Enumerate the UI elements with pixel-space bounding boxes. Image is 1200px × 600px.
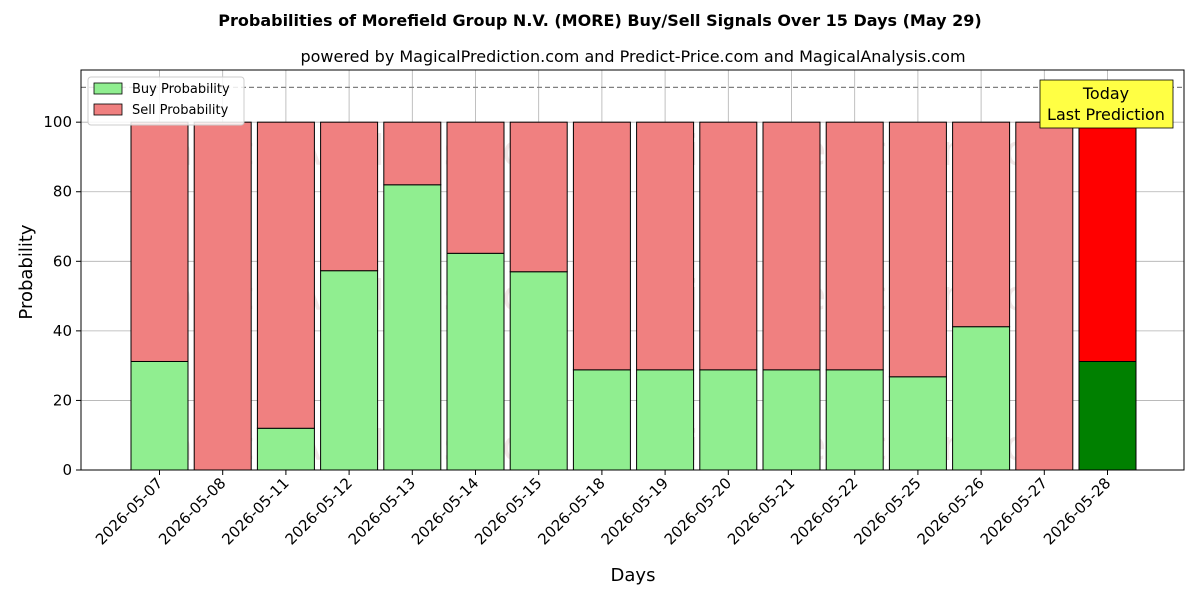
bar-buy [572,369,631,471]
x-tick-label: 2026-05-21 [724,474,798,548]
bar-sell [572,121,631,371]
x-tick-label: 2026-05-20 [661,474,735,548]
y-tick-label: 20 [53,391,72,409]
x-tick-label: 2026-05-14 [408,474,482,548]
bar-buy [762,369,821,471]
x-tick-label: 2026-05-26 [914,474,988,548]
y-tick-label: 100 [43,113,72,131]
y-tick-label: 80 [53,183,72,201]
bar-sell [509,121,568,273]
bar-buy [383,184,442,471]
x-tick-label: 2026-05-07 [92,474,166,548]
y-axis: 0 20 40 60 80 100 [43,113,81,479]
legend-swatch-buy [93,82,123,95]
bar-buy [636,369,695,471]
plot-frame [80,69,1185,471]
bar-sell [762,121,821,371]
bar-sell [825,121,884,371]
x-tick-label: 2026-05-11 [218,474,292,548]
bar-buy [1078,360,1137,471]
annotation-line-1: Today [1082,84,1129,103]
x-tick-label: 2026-05-27 [977,474,1051,548]
today-annotation: Today Last Prediction [1039,79,1174,129]
y-tick-label: 0 [62,461,72,479]
bar-sell [888,121,947,378]
annotation-line-2: Last Prediction [1047,105,1165,124]
bar-sell [130,121,189,362]
bar-sell [193,121,252,471]
bar-sell [256,121,315,429]
legend-label-buy: Buy Probability [132,82,230,97]
bar-buy [130,360,189,471]
x-tick-label: 2026-05-25 [850,474,924,548]
x-tick-label: 2026-05-22 [787,474,861,548]
legend-box [87,76,245,126]
x-tick-label: 2026-05-19 [598,474,672,548]
bar-buy [888,376,947,471]
bar-sell [1015,121,1074,471]
bar-sell [952,121,1011,328]
x-tick-label: 2026-05-08 [155,474,229,548]
bars [130,121,1137,471]
y-tick-label: 60 [53,252,72,270]
legend: Buy Probability Sell Probability [87,76,245,126]
bar-buy [825,369,884,471]
bar-buy [446,252,505,471]
x-axis: 2026-05-072026-05-082026-05-112026-05-12… [92,470,1114,548]
chart-subtitle: powered by MagicalPrediction.com and Pre… [300,47,965,66]
bar-buy [256,427,315,471]
annotation-box [1039,79,1174,129]
bar-sell [1078,121,1137,362]
x-tick-label: 2026-05-12 [282,474,356,548]
chart-title: Probabilities of Morefield Group N.V. (M… [218,11,981,30]
y-axis-label: Probability [16,224,37,319]
x-tick-label: 2026-05-28 [1040,474,1114,548]
bar-buy [952,326,1011,471]
y-tick-label: 40 [53,322,72,340]
bar-buy [509,271,568,471]
x-tick-label: 2026-05-13 [345,474,419,548]
legend-swatch-sell [93,103,123,116]
legend-label-sell: Sell Probability [132,103,229,118]
bar-buy [699,369,758,471]
bar-sell [320,121,379,272]
x-tick-label: 2026-05-15 [471,474,545,548]
bar-sell [699,121,758,371]
bar-sell [446,121,505,254]
x-axis-label: Days [611,565,656,586]
bar-buy [320,270,379,471]
bar-sell [636,121,695,371]
x-tick-label: 2026-05-18 [534,474,608,548]
bar-sell [383,121,442,186]
